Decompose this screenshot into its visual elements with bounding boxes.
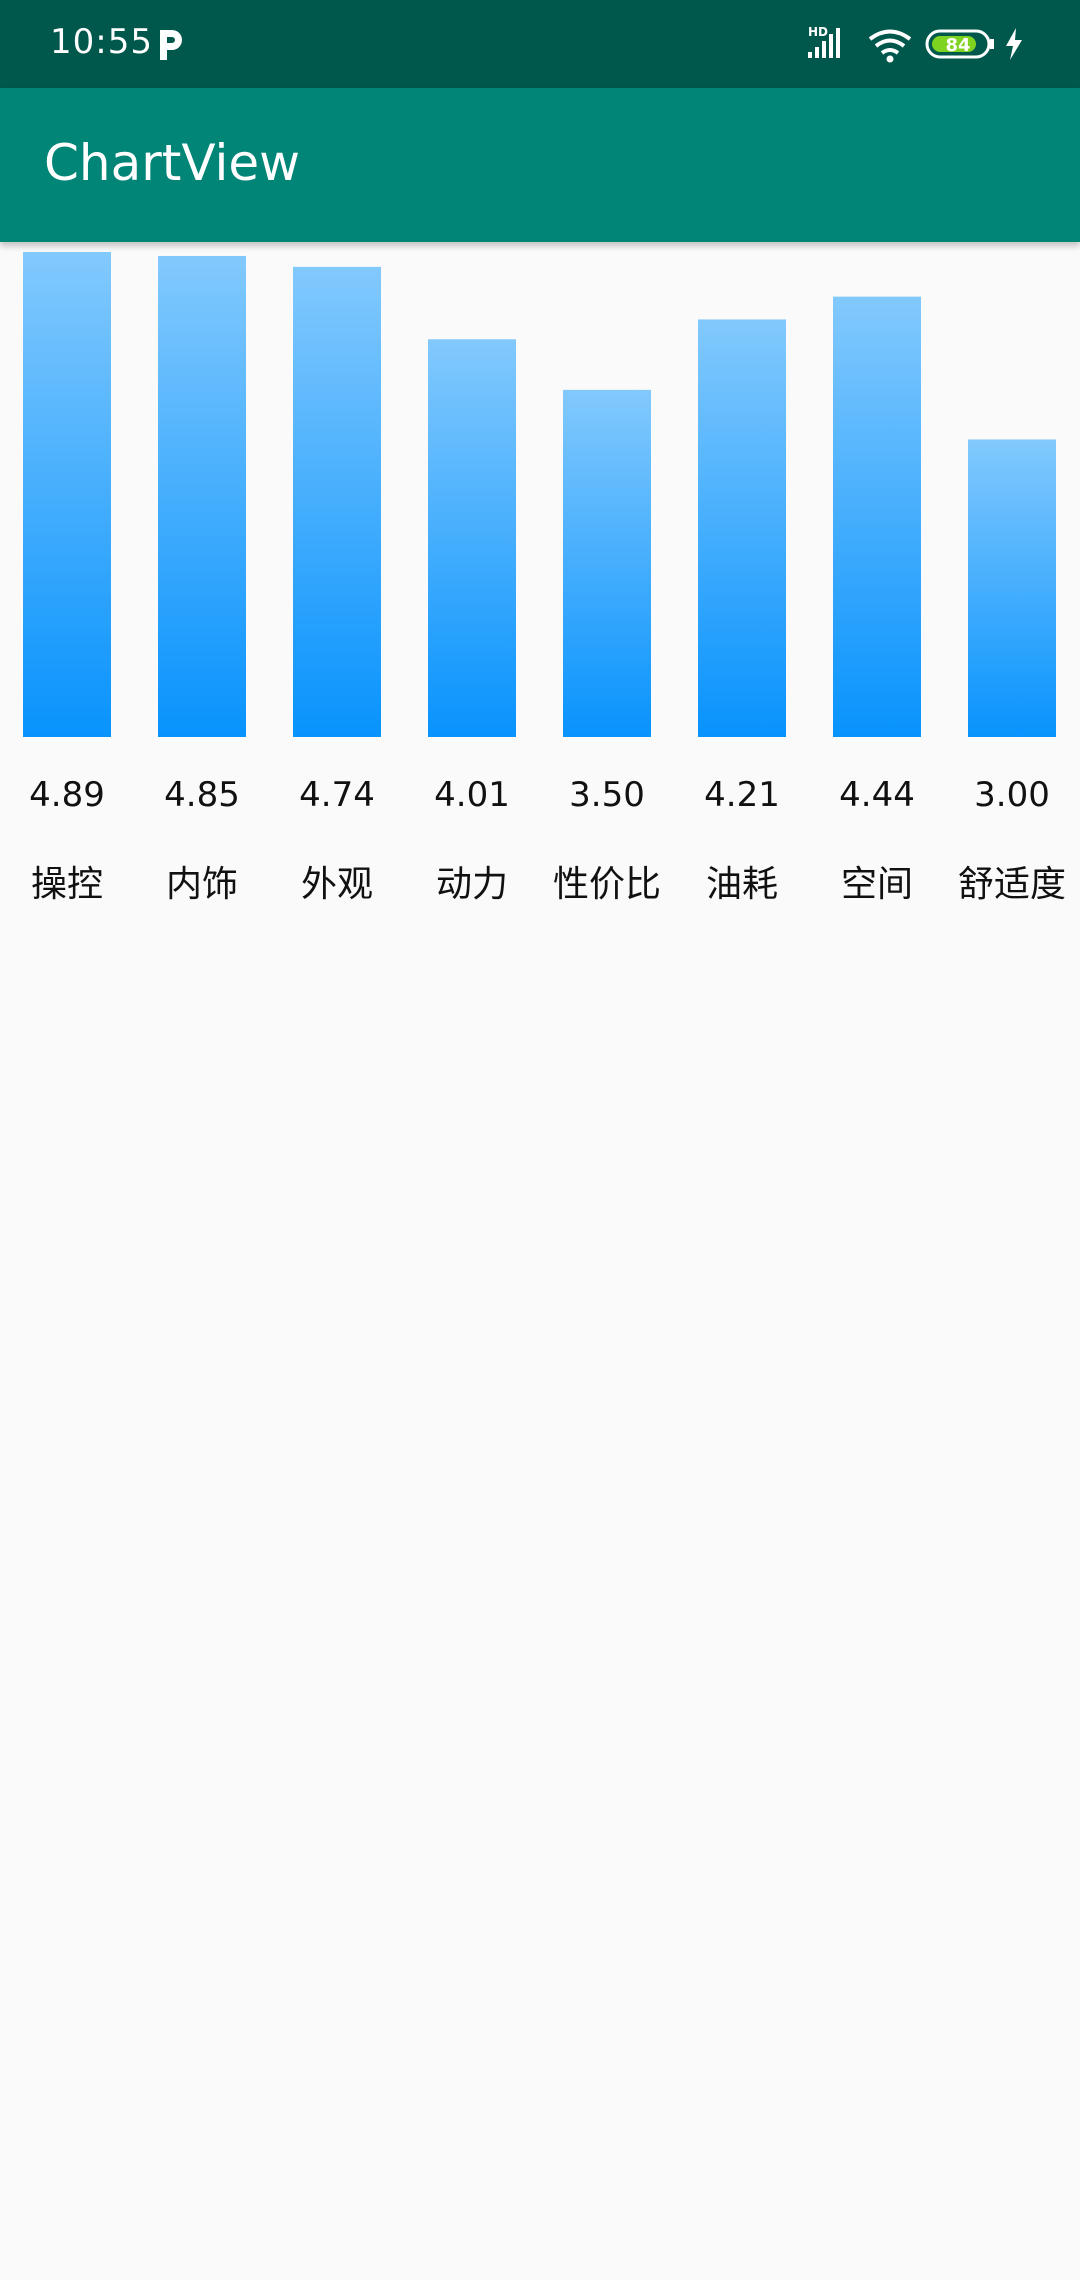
bar-5 — [698, 319, 786, 737]
category-label: 内饰 — [166, 864, 238, 905]
hd-signal-icon: HD — [808, 25, 840, 58]
category-labels-group: 操控 内饰 外观 动力 性价比 油耗 空间 舒适度 — [31, 864, 1066, 905]
status-bar: 10:55 HD 84 — [0, 0, 1080, 88]
bar-2 — [293, 266, 381, 737]
app-bar: ChartView — [0, 88, 1080, 242]
category-label: 操控 — [31, 864, 103, 905]
bar-0 — [23, 252, 111, 737]
bar-4 — [563, 389, 651, 737]
value-label: 4.01 — [434, 775, 510, 815]
category-label: 动力 — [436, 864, 508, 905]
value-label: 4.89 — [29, 775, 105, 815]
app-title: ChartView — [44, 134, 301, 192]
network-label: HD — [808, 25, 828, 39]
status-icons: HD 84 — [808, 25, 1022, 63]
value-label: 4.85 — [164, 775, 240, 815]
battery-level: 84 — [945, 35, 970, 56]
category-label: 空间 — [841, 864, 913, 905]
category-label: 性价比 — [553, 864, 661, 905]
category-label: 油耗 — [706, 864, 778, 905]
bars-group — [23, 252, 1056, 737]
wifi-icon — [868, 29, 912, 63]
value-label: 3.00 — [974, 775, 1050, 815]
value-labels-group: 4.89 4.85 4.74 4.01 3.50 4.21 4.44 3.00 — [29, 775, 1050, 815]
chart-svg: 4.89 4.85 4.74 4.01 3.50 4.21 4.44 3.00 操控 内饰 外观 动… — [23, 252, 1066, 905]
bar-1 — [158, 255, 246, 737]
value-label: 3.50 — [569, 775, 645, 815]
p-icon — [160, 30, 182, 60]
value-label: 4.44 — [839, 775, 915, 815]
battery-icon: 84 — [925, 29, 994, 59]
bar-6 — [833, 296, 921, 737]
bar-7 — [968, 439, 1056, 737]
bar-3 — [428, 339, 516, 737]
charging-bolt-icon — [1006, 28, 1022, 60]
category-label: 舒适度 — [958, 864, 1066, 905]
value-label: 4.21 — [704, 775, 780, 815]
value-label: 4.74 — [299, 775, 375, 815]
category-label: 外观 — [301, 864, 373, 905]
bar-chart: 4.89 4.85 4.74 4.01 3.50 4.21 4.44 3.00 操控 内饰 外观 动… — [0, 242, 1080, 942]
status-time: 10:55 — [50, 22, 153, 62]
